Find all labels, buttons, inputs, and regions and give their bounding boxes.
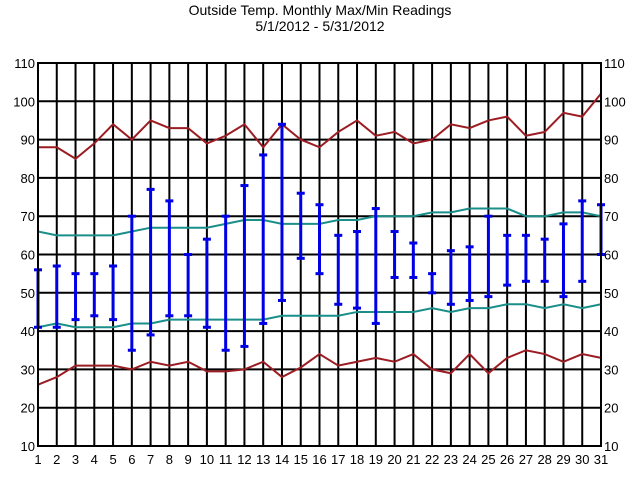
x-tick-label: 7	[147, 452, 154, 467]
record-low-line	[37, 349, 602, 386]
daily-range-bar	[221, 214, 230, 352]
y-tick-label-right: 90	[604, 133, 618, 148]
x-tick-label: 26	[500, 452, 514, 467]
x-tick-label: 27	[519, 452, 533, 467]
daily-range-bar	[578, 199, 587, 283]
x-tick-label: 5	[109, 452, 116, 467]
x-tick-label: 24	[462, 452, 476, 467]
daily-range-bar	[465, 245, 474, 302]
x-tick-label: 30	[575, 452, 589, 467]
y-tick-label-left: 10	[21, 439, 35, 454]
x-tick-label: 14	[275, 452, 289, 467]
x-tick-label: 21	[406, 452, 420, 467]
daily-range-bar	[409, 241, 418, 279]
y-tick-label-left: 110	[14, 56, 35, 71]
x-tick-label: 15	[293, 452, 307, 467]
daily-range-bar	[165, 199, 174, 318]
y-tick-label-left: 50	[21, 286, 35, 301]
daily-range-bar	[540, 237, 549, 283]
daily-range-bar	[240, 184, 249, 348]
y-tick-label-right: 70	[604, 209, 618, 224]
chart-title: Outside Temp. Monthly Max/Min Readings	[189, 2, 452, 18]
daily-range-bar	[371, 207, 380, 325]
y-tick-label-right: 60	[604, 248, 618, 263]
y-tick-label-right: 10	[604, 439, 618, 454]
y-tick-label-left: 20	[21, 401, 35, 416]
x-tick-label: 4	[91, 452, 98, 467]
y-tick-label-left: 70	[21, 209, 35, 224]
daily-range-bar	[334, 233, 343, 306]
y-tick-label-right: 110	[604, 56, 625, 71]
y-tick-label-left: 60	[21, 248, 35, 263]
y-tick-label-left: 40	[21, 324, 35, 339]
x-tick-label: 3	[72, 452, 79, 467]
x-tick-label: 12	[237, 452, 251, 467]
daily-range-bar	[521, 233, 530, 283]
record-high-line	[38, 93, 602, 160]
x-tick-label: 10	[200, 452, 214, 467]
daily-range-bar	[277, 122, 286, 302]
daily-range-bar	[353, 230, 362, 310]
daily-range-bar	[315, 203, 324, 276]
daily-range-bar	[428, 272, 437, 295]
x-tick-label: 20	[387, 452, 401, 467]
x-tick-label: 11	[219, 452, 233, 467]
x-tick-label: 29	[556, 452, 570, 467]
y-tick-label-right: 40	[604, 324, 618, 339]
daily-range-bar	[146, 187, 155, 337]
daily-range-bar	[390, 230, 399, 279]
daily-range-bar	[71, 272, 80, 322]
daily-range-bar	[202, 237, 211, 329]
x-tick-label: 8	[166, 452, 173, 467]
daily-range-bar	[296, 191, 305, 260]
chart-subtitle: 5/1/2012 - 5/31/2012	[255, 18, 384, 34]
x-tick-label: 22	[425, 452, 439, 467]
x-tick-label: 6	[128, 452, 135, 467]
x-tick-label: 2	[53, 452, 60, 467]
y-tick-label-left: 30	[21, 362, 35, 377]
daily-range-bar	[446, 249, 455, 306]
y-tick-label-right: 100	[604, 94, 626, 109]
x-tick-label: 18	[350, 452, 364, 467]
x-tick-label: 1	[34, 452, 41, 467]
daily-range-bar	[484, 214, 493, 299]
daily-range-bar	[109, 264, 118, 322]
y-tick-label-left: 80	[21, 171, 35, 186]
x-tick-label: 9	[185, 452, 192, 467]
y-tick-label-right: 20	[604, 401, 618, 416]
x-tick-label: 13	[256, 452, 270, 467]
x-tick-label: 23	[444, 452, 458, 467]
plot-frame	[37, 62, 602, 447]
x-tick-label: 16	[312, 452, 326, 467]
daily-range-bar	[90, 272, 99, 318]
y-tick-label-right: 30	[604, 362, 618, 377]
x-tick-label: 25	[481, 452, 495, 467]
daily-range-bar	[559, 222, 568, 299]
y-tick-label-right: 80	[604, 171, 618, 186]
x-tick-label: 31	[594, 452, 608, 467]
daily-range-bar	[127, 214, 136, 352]
y-tick-label-left: 90	[21, 133, 35, 148]
y-tick-label-left: 100	[13, 94, 35, 109]
y-tick-label-right: 50	[604, 286, 618, 301]
daily-range-bar	[259, 153, 268, 325]
daily-range-bar	[503, 233, 512, 287]
daily-range-bar	[184, 253, 193, 318]
x-tick-label: 17	[331, 452, 345, 467]
x-tick-label: 19	[369, 452, 383, 467]
daily-range-bar	[52, 264, 61, 329]
tick-labels: 10 10 20 20 30 30 40 40 50 50 60 60 70 70 80 80 90 90 100 1…	[13, 56, 625, 467]
x-tick-label: 28	[537, 452, 551, 467]
